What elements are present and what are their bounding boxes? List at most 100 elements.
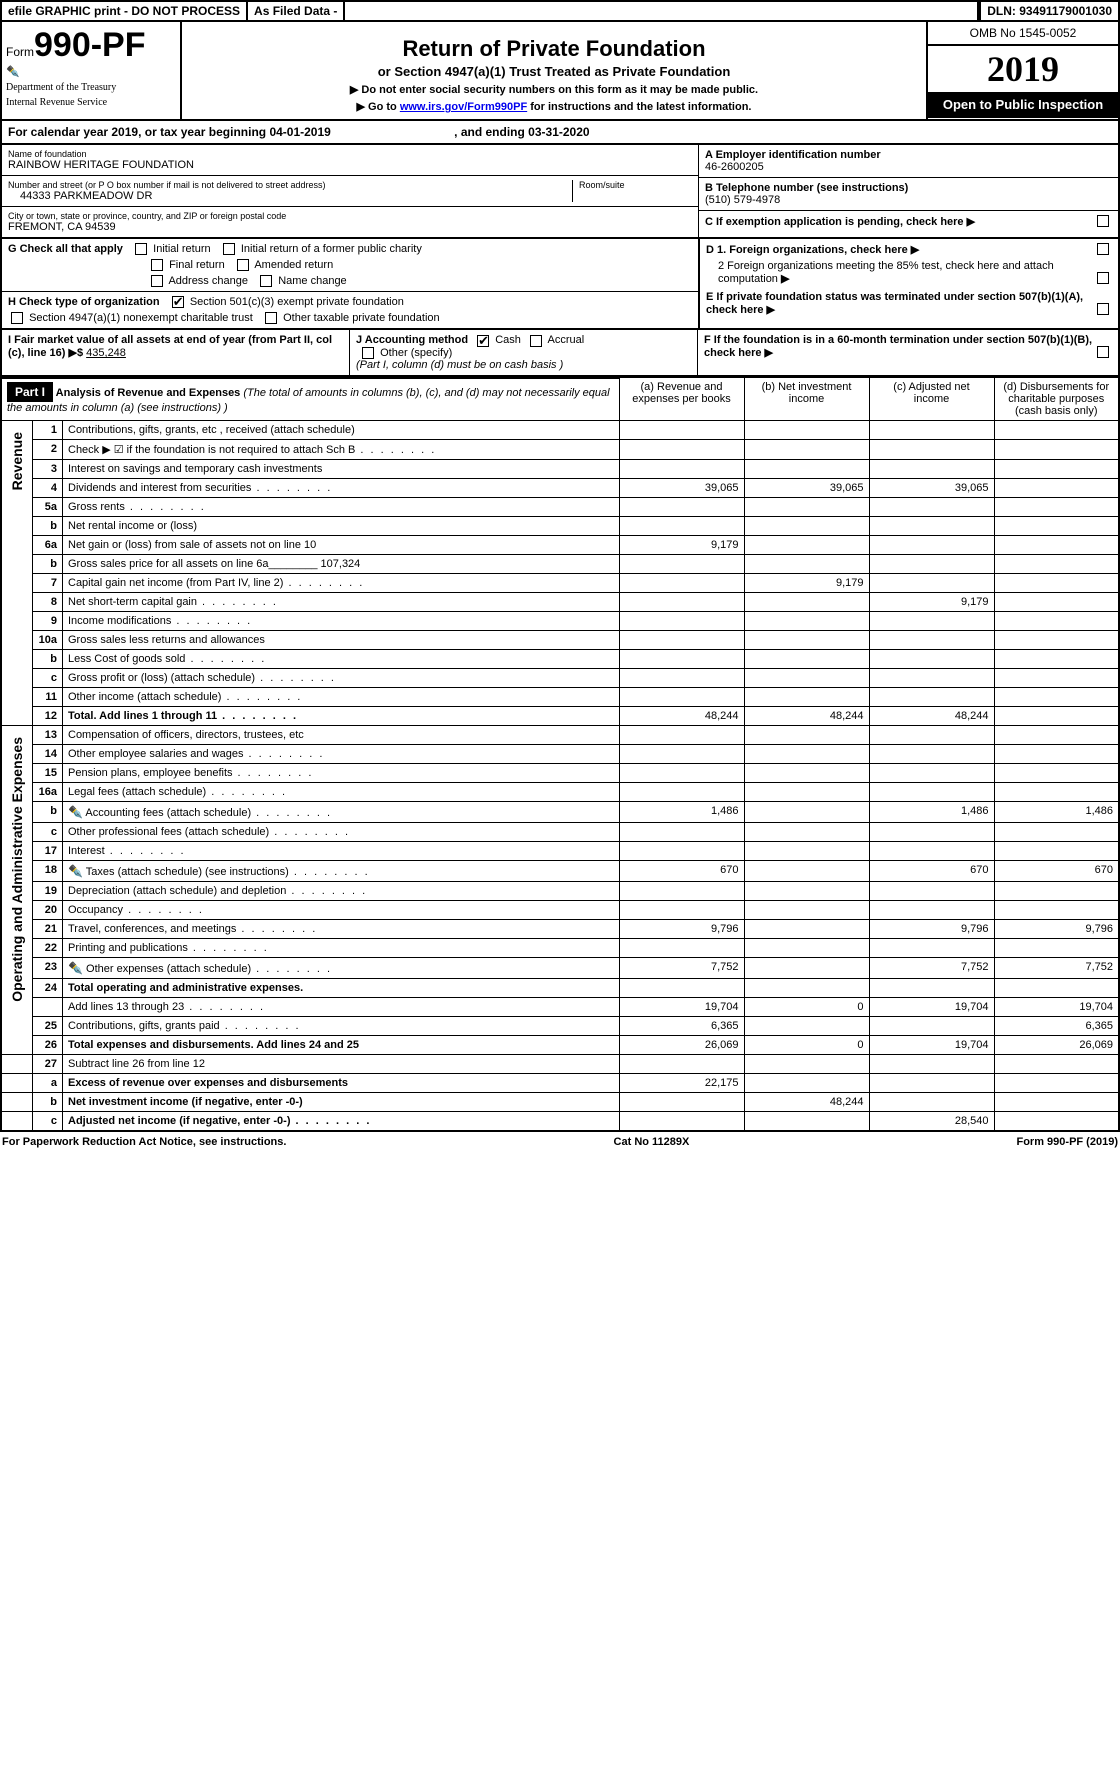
cell	[619, 745, 744, 764]
h-501c3-chk[interactable]	[172, 296, 184, 308]
line-number: 15	[33, 764, 63, 783]
cell	[994, 707, 1119, 726]
cell	[619, 650, 744, 669]
line-desc: Less Cost of goods sold	[63, 650, 620, 669]
line-desc: ✒️ Other expenses (attach schedule)	[63, 958, 620, 979]
cell: 19,704	[869, 1036, 994, 1055]
exemption-row: C If exemption application is pending, c…	[699, 211, 1118, 232]
cell: 9,179	[869, 593, 994, 612]
e-checkbox[interactable]	[1097, 303, 1109, 315]
table-row: cAdjusted net income (if negative, enter…	[1, 1112, 1119, 1132]
j-cash-chk[interactable]	[477, 335, 489, 347]
cell	[619, 498, 744, 517]
cell: 19,704	[869, 998, 994, 1017]
cell	[994, 882, 1119, 901]
cell	[869, 1093, 994, 1112]
cell	[994, 650, 1119, 669]
line-desc: Other income (attach schedule)	[63, 688, 620, 707]
cell	[744, 669, 869, 688]
cell	[619, 555, 744, 574]
attachment-icon[interactable]: ✒️	[68, 805, 83, 819]
cell	[869, 823, 994, 842]
line-number: 25	[33, 1017, 63, 1036]
name-row: Name of foundation RAINBOW HERITAGE FOUN…	[2, 145, 698, 176]
g-final-chk[interactable]	[151, 259, 163, 271]
cell: 39,065	[619, 479, 744, 498]
j-other-chk[interactable]	[362, 347, 374, 359]
asfiled-label: As Filed Data -	[248, 2, 345, 20]
cell: 0	[744, 1036, 869, 1055]
j-accrual-chk[interactable]	[530, 335, 542, 347]
cell	[619, 823, 744, 842]
d1-checkbox[interactable]	[1097, 243, 1109, 255]
col-i: I Fair market value of all assets at end…	[2, 330, 350, 374]
cell	[994, 669, 1119, 688]
ein-row: A Employer identification number 46-2600…	[699, 145, 1118, 178]
filler	[1, 1074, 33, 1093]
line-number: 12	[33, 707, 63, 726]
d2-checkbox[interactable]	[1097, 272, 1109, 284]
c-checkbox[interactable]	[1097, 215, 1109, 227]
cell	[744, 536, 869, 555]
line-number: 22	[33, 939, 63, 958]
cell	[994, 555, 1119, 574]
line-number: 20	[33, 901, 63, 920]
attachment-icon[interactable]: ✒️	[68, 961, 83, 975]
g-amended-chk[interactable]	[237, 259, 249, 271]
foundation-name: RAINBOW HERITAGE FOUNDATION	[8, 159, 692, 171]
line-desc: Gross sales price for all assets on line…	[63, 555, 620, 574]
cell: 48,244	[744, 1093, 869, 1112]
cell	[744, 650, 869, 669]
cell	[869, 745, 994, 764]
cell	[994, 440, 1119, 460]
g-initial-former-chk[interactable]	[223, 243, 235, 255]
line-number: 9	[33, 612, 63, 631]
h-4947-chk[interactable]	[11, 312, 23, 324]
ein-value: 46-2600205	[705, 161, 1112, 173]
g-initial-chk[interactable]	[135, 243, 147, 255]
f-checkbox[interactable]	[1097, 346, 1109, 358]
cell	[619, 631, 744, 650]
line-desc: Income modifications	[63, 612, 620, 631]
block-ijf: I Fair market value of all assets at end…	[0, 330, 1120, 376]
table-row: bNet rental income or (loss)	[1, 517, 1119, 536]
fmv-value: 435,248	[86, 347, 126, 359]
cell	[619, 1055, 744, 1074]
cell	[744, 823, 869, 842]
cell	[994, 1093, 1119, 1112]
attachment-icon[interactable]: ✒️	[68, 864, 83, 878]
cell	[619, 593, 744, 612]
form-note2: ▶ Go to www.irs.gov/Form990PF for instru…	[188, 100, 920, 113]
phone erasure-value: (510) 579-4978	[705, 194, 1112, 206]
table-row: aExcess of revenue over expenses and dis…	[1, 1074, 1119, 1093]
cell: 0	[744, 998, 869, 1017]
efile-label: efile GRAPHIC print - DO NOT PROCESS	[2, 2, 248, 20]
block-de: D 1. Foreign organizations, check here ▶…	[700, 239, 1120, 330]
cell: 9,179	[619, 536, 744, 555]
cell	[744, 764, 869, 783]
cell	[744, 688, 869, 707]
cell	[994, 939, 1119, 958]
line-desc: Subtract line 26 from line 12	[63, 1055, 620, 1074]
line-number: b	[33, 802, 63, 823]
cell: 1,486	[994, 802, 1119, 823]
h-other-chk[interactable]	[265, 312, 277, 324]
cell	[994, 783, 1119, 802]
line-desc: Gross profit or (loss) (attach schedule)	[63, 669, 620, 688]
g-name-chk[interactable]	[260, 275, 272, 287]
g-address-chk[interactable]	[151, 275, 163, 287]
cell	[869, 517, 994, 536]
cell: 48,244	[744, 707, 869, 726]
irs-link[interactable]: www.irs.gov/Form990PF	[400, 101, 527, 113]
footer: For Paperwork Reduction Act Notice, see …	[0, 1132, 1120, 1152]
cell	[869, 498, 994, 517]
line-desc: Adjusted net income (if negative, enter …	[63, 1112, 620, 1132]
cell: 28,540	[869, 1112, 994, 1132]
line-number: 23	[33, 958, 63, 979]
table-row: Operating and Administrative Expenses13C…	[1, 726, 1119, 745]
cell: 1,486	[869, 802, 994, 823]
line-desc: Compensation of officers, directors, tru…	[63, 726, 620, 745]
address-row: Number and street (or P O box number if …	[2, 176, 698, 207]
cell	[994, 901, 1119, 920]
part1-table: Part I Analysis of Revenue and Expenses …	[0, 377, 1120, 1133]
